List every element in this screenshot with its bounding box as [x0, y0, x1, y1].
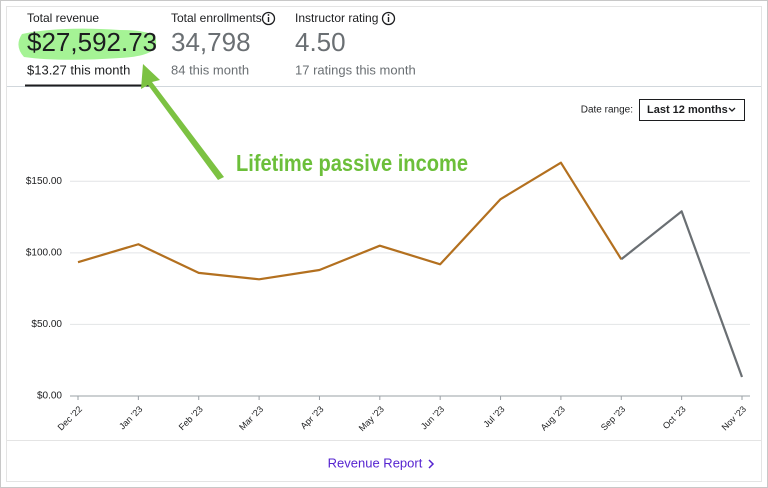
- highlight: [18, 28, 157, 60]
- y-tick-label: $0.00: [37, 391, 62, 402]
- stat-value: 4.50: [295, 27, 346, 57]
- stat-sub: 84 this month: [171, 62, 249, 77]
- footer-link[interactable]: Revenue Report: [328, 455, 423, 470]
- y-tick-label: $150.00: [26, 176, 63, 187]
- chevron-right[interactable]: [428, 459, 435, 469]
- stat-value: $27,592.73: [27, 27, 157, 57]
- annotation-arrow: [141, 64, 224, 180]
- info-icon[interactable]: [261, 11, 276, 26]
- line-series: [77, 161, 623, 281]
- stat-label[interactable]: Total enrollments: [171, 11, 262, 25]
- y-tick-label: $50.00: [31, 319, 62, 330]
- stat-label[interactable]: Total revenue: [27, 11, 99, 25]
- stat-sub: 17 ratings this month: [295, 62, 416, 77]
- stat-sub: $13.27 this month: [27, 62, 130, 77]
- annotation: Lifetime passive income: [236, 150, 468, 176]
- line-series: [620, 210, 744, 378]
- date-range-button[interactable]: [639, 99, 745, 121]
- stat-label[interactable]: Instructor rating: [295, 11, 378, 25]
- chevron-down: [728, 107, 736, 112]
- info-icon[interactable]: [381, 11, 396, 26]
- stat-value: 34,798: [171, 27, 251, 57]
- date-range-value[interactable]: Last 12 months: [647, 104, 728, 116]
- date-range-label: Date range:: [581, 105, 633, 116]
- y-tick-label: $100.00: [26, 247, 63, 258]
